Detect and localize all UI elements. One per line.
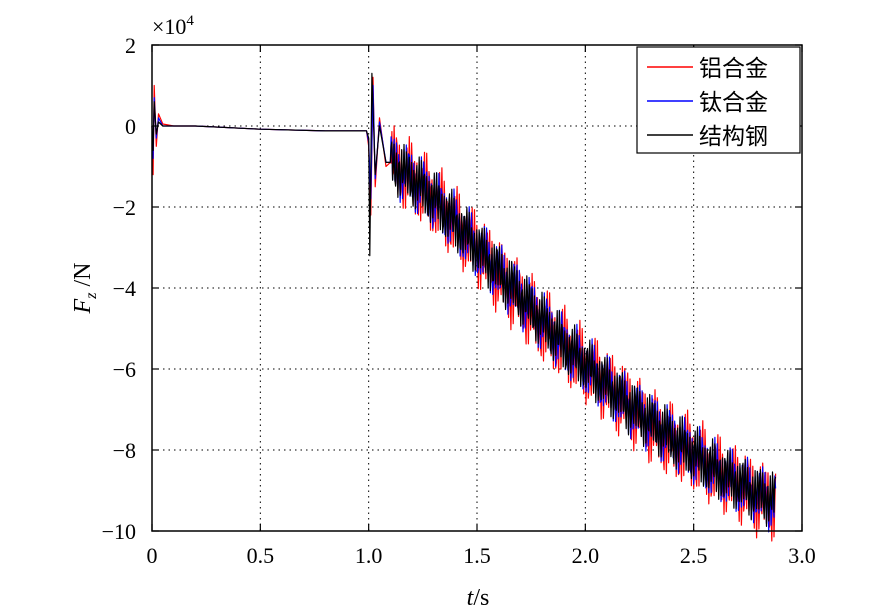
x-axis-label-variable: t [467,585,475,611]
legend-label: 钛合金 [699,90,768,116]
x-tick-label: 3.0 [788,543,816,568]
y-tick-label: −8 [113,438,136,463]
y-tick-label: −4 [113,276,136,301]
exponent-label: ×104 [152,13,194,39]
y-axis-label-variable: F [70,298,96,314]
exponent-base: ×10 [152,14,186,39]
grid-lines [152,45,802,531]
x-tick-label: 2.5 [680,543,708,568]
x-tick-label: 0.5 [247,543,275,568]
x-tick-label: 1.0 [355,543,383,568]
x-axis-label: t/s [467,585,490,611]
exponent-power: 4 [186,13,194,29]
series-layer [151,72,777,542]
y-tick-label: −10 [102,519,136,544]
series-line-3 [151,72,777,527]
x-tick-label: 2.0 [572,543,600,568]
x-axis-label-unit: /s [473,585,489,611]
x-tick-label: 1.5 [463,543,491,568]
x-tick-label: 0 [147,543,158,568]
x-axis-ticks: 0 0.5 1.0 1.5 2.0 2.5 3.0 [147,45,816,568]
legend-label: 铝合金 [699,56,768,82]
y-tick-label: −2 [113,195,136,220]
y-tick-label: −6 [113,357,136,382]
y-axis-label: Fz /N [70,263,100,315]
y-tick-label: 0 [125,114,136,139]
legend-label: 结构钢 [699,124,768,150]
y-axis-label-subscript: z [83,292,100,300]
y-tick-label: 2 [125,33,136,58]
y-axis-ticks: 2 0 −2 −4 −6 −8 −10 [102,33,802,544]
y-axis-label-unit: /N [70,263,96,293]
